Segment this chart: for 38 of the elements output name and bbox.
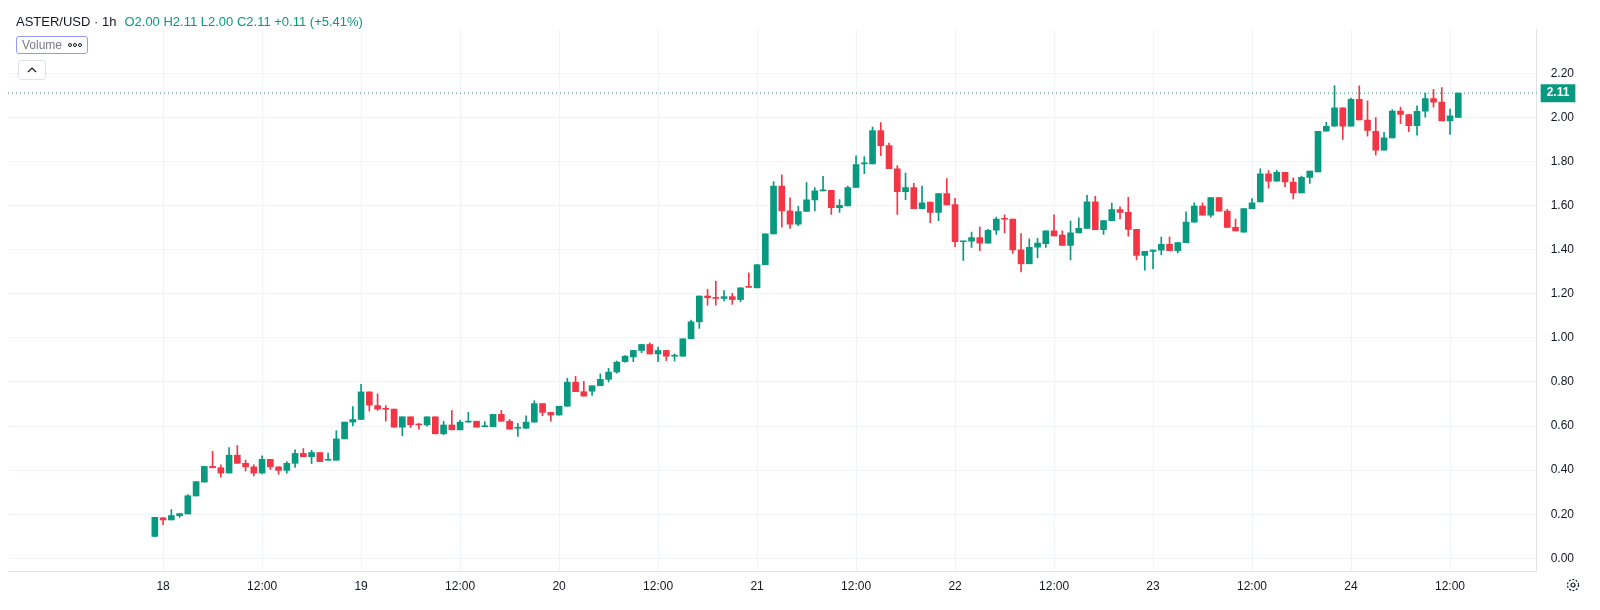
x-tick-label: 20 bbox=[552, 579, 567, 594]
candlestick bbox=[382, 405, 390, 422]
y-tick-label: 1.40 bbox=[1550, 242, 1575, 256]
candlestick bbox=[1141, 251, 1149, 271]
candlestick bbox=[1149, 249, 1157, 269]
x-tick-label: 12:00 bbox=[445, 579, 476, 594]
x-tick-label: 24 bbox=[1344, 579, 1359, 594]
x-tick-label: 12:00 bbox=[247, 579, 278, 594]
annotation: Volume bbox=[22, 38, 63, 52]
y-tick-label: 1.20 bbox=[1550, 286, 1575, 301]
x-tick-label: 12:00 bbox=[1435, 579, 1466, 594]
y-tick-label: 0.80 bbox=[1550, 374, 1575, 389]
candlestick bbox=[448, 410, 456, 431]
candlestick bbox=[745, 272, 753, 288]
x-tick-label: 12:00 bbox=[643, 579, 674, 594]
x-tick-label: 21 bbox=[750, 579, 765, 594]
x-tick-label: 12:00 bbox=[1039, 579, 1070, 594]
y-tick-label: 1.80 bbox=[1550, 153, 1575, 168]
x-tick-label: 22 bbox=[948, 579, 963, 594]
x-tick-label: 12:00 bbox=[1237, 579, 1268, 594]
x-tick-label: 23 bbox=[1146, 579, 1161, 594]
chart-title: ASTER/USD · 1h bbox=[16, 14, 117, 29]
y-tick-label: 0.40 bbox=[1550, 462, 1575, 477]
y-tick-label: 0.00 bbox=[1550, 550, 1575, 565]
x-tick-label: 19 bbox=[354, 579, 369, 594]
y-tick-label: 2.00 bbox=[1550, 109, 1575, 124]
x-tick-label: 18 bbox=[156, 579, 171, 594]
y-tick-label: 0.20 bbox=[1550, 506, 1575, 521]
ref-line-label: 2.11 bbox=[1546, 85, 1570, 100]
candlestick bbox=[819, 175, 827, 192]
candlestick bbox=[514, 423, 522, 437]
text: O2.00 H2.11 L2.00 C2.11 +0.11 (+5.41%) bbox=[124, 14, 363, 29]
y-tick-label: 1.00 bbox=[1550, 330, 1575, 345]
y-tick-label: 2.20 bbox=[1550, 65, 1575, 80]
x-tick-label: 12:00 bbox=[841, 579, 872, 594]
y-tick-label: 1.60 bbox=[1550, 197, 1575, 212]
candlestick bbox=[324, 452, 332, 461]
y-tick-label: 0.60 bbox=[1550, 418, 1575, 433]
